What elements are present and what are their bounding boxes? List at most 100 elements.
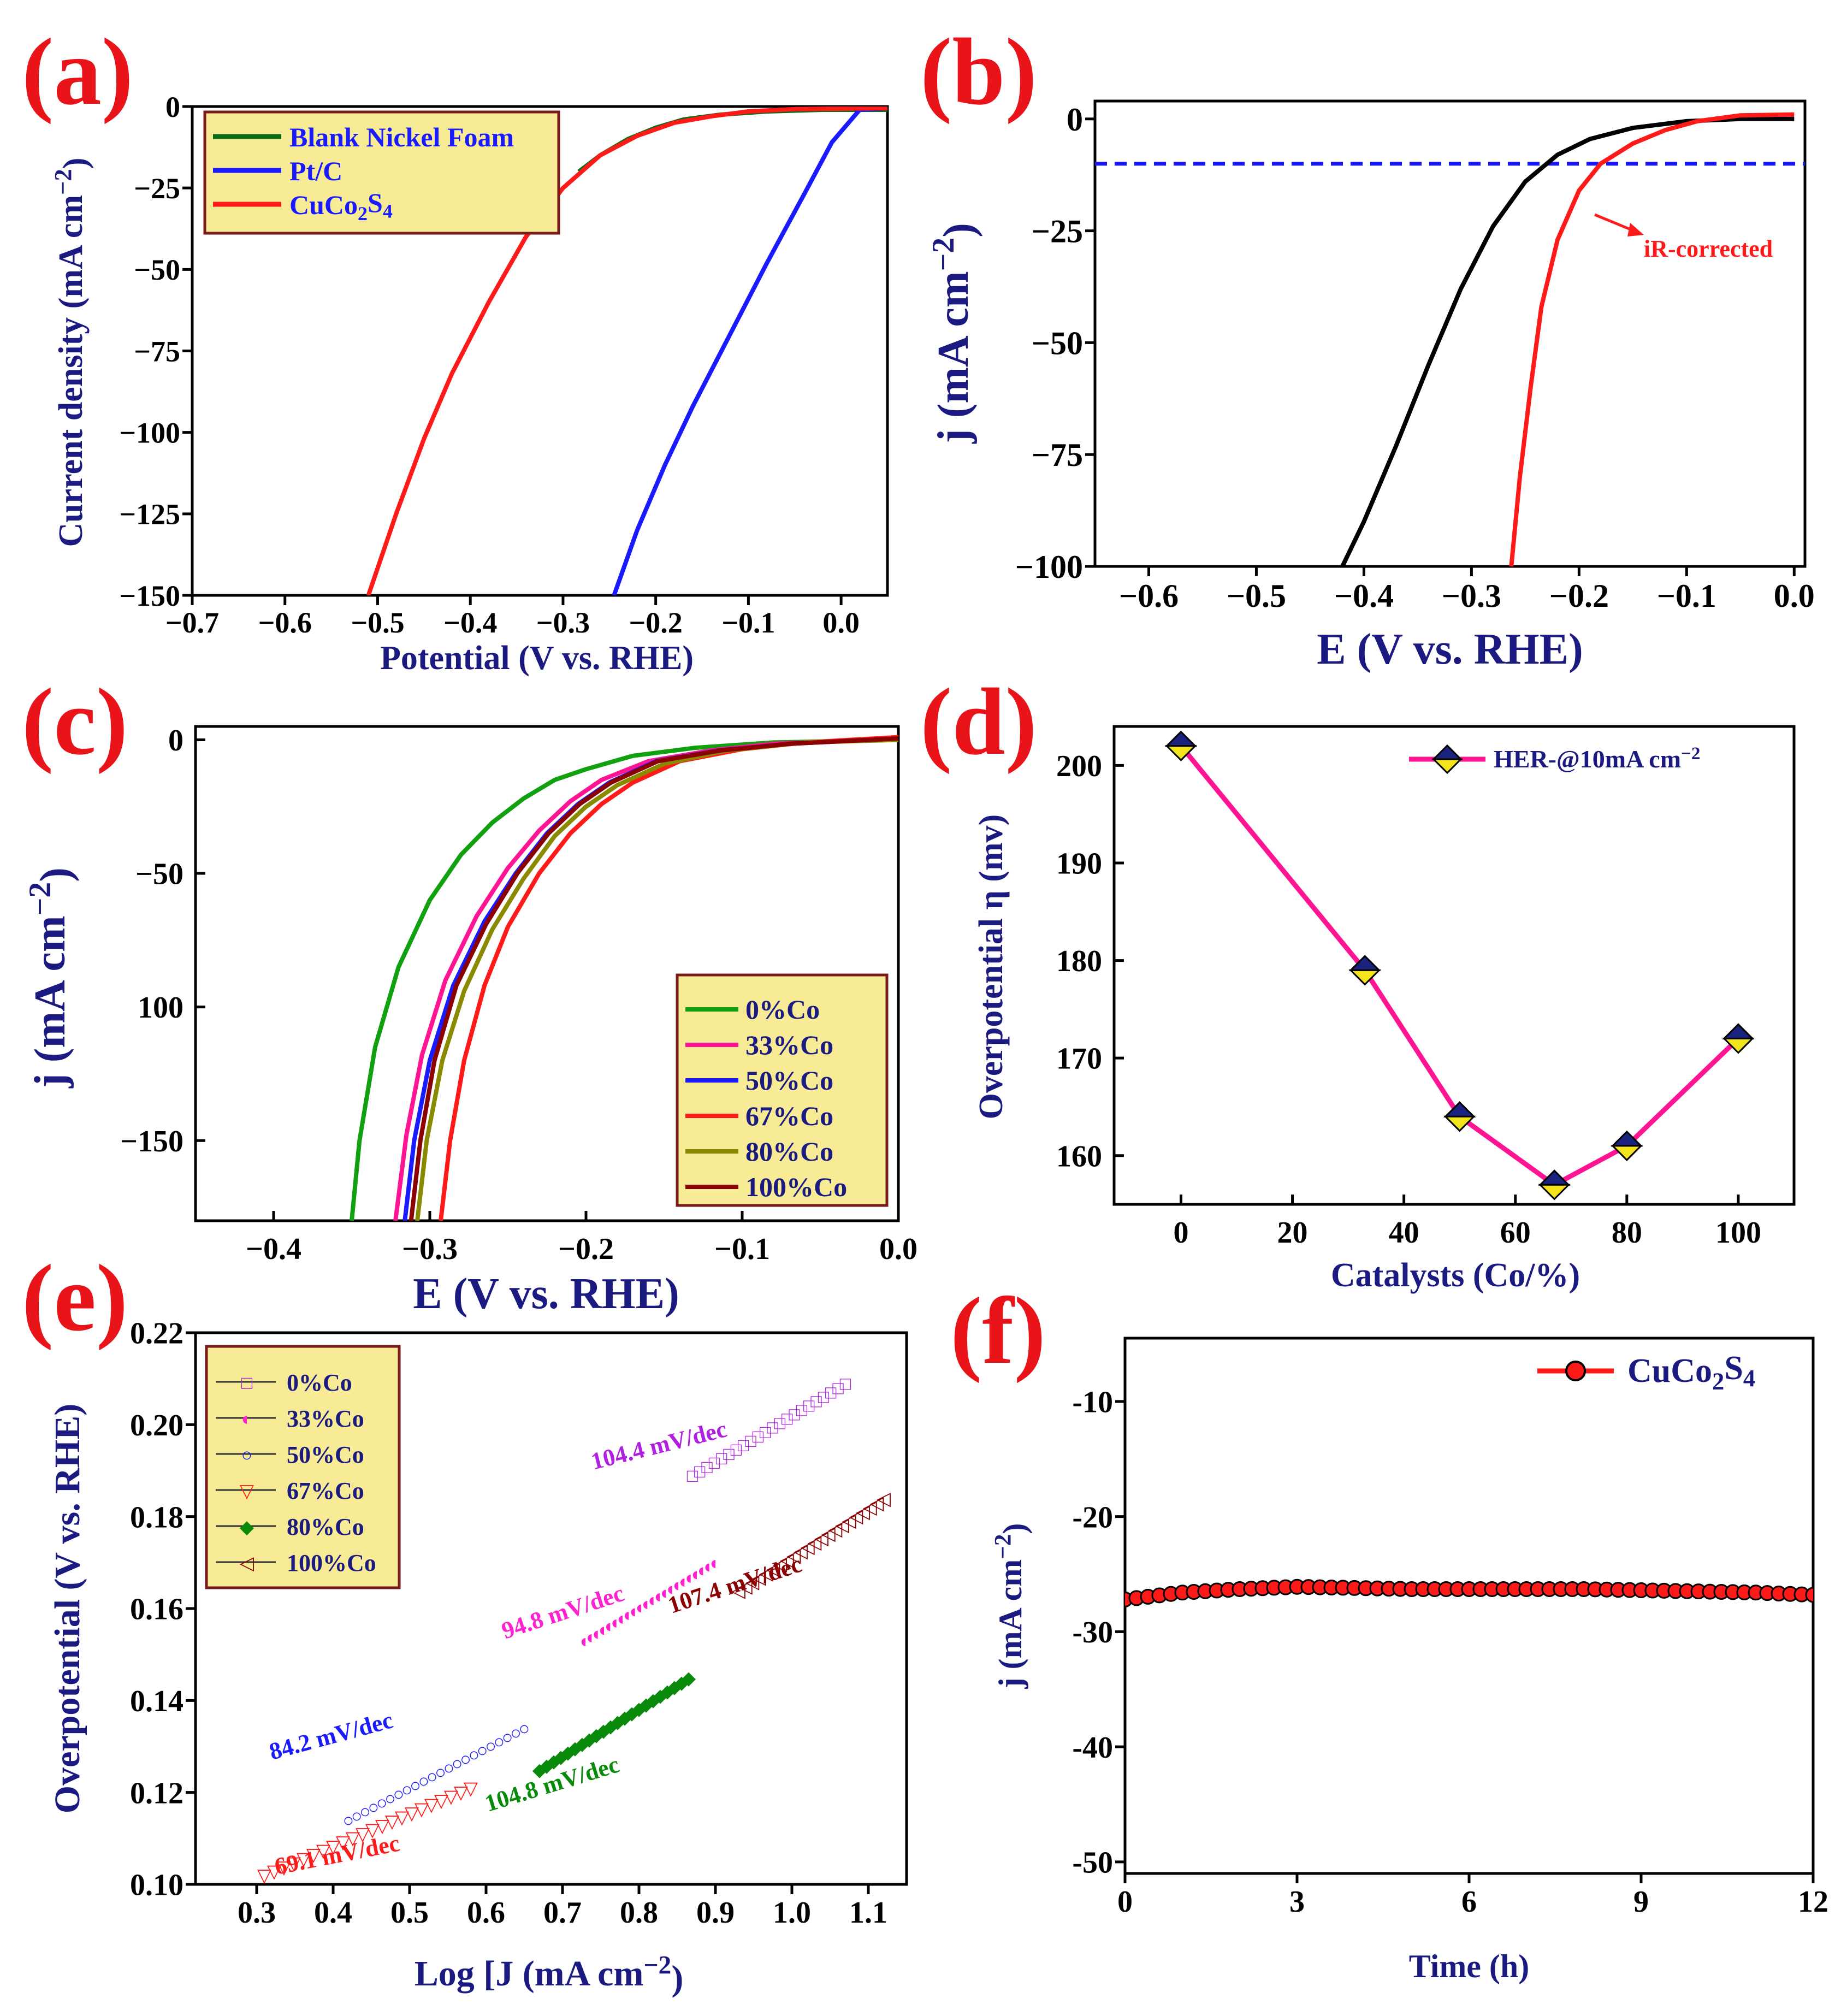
legend-label: 0%Co (287, 1369, 352, 1396)
tafel-point-100%Co: ◁ (814, 1528, 829, 1548)
tafel-point-67%Co: ▽ (395, 1808, 410, 1828)
y-axis-label-d: Overpotential η (mv) (973, 814, 1010, 1120)
tafel-point-33%Co: ◐ (685, 1568, 696, 1588)
tafel-point-33%Co: ◐ (703, 1557, 715, 1577)
tafel-point-100%Co: ◁ (849, 1506, 863, 1527)
y-tick-label: -40 (1072, 1731, 1113, 1765)
x-tick-label: −0.5 (351, 606, 404, 639)
x-tick-label: 0.7 (543, 1896, 582, 1930)
legend-label: 80%Co (745, 1136, 833, 1167)
x-axis-label-a: Potential (V vs. RHE) (380, 640, 694, 677)
tafel-point-67%Co: ▽ (454, 1783, 469, 1803)
tafel-point-33%Co: ◐ (673, 1576, 684, 1596)
tafel-point-80%Co: ◆ (596, 1721, 611, 1741)
tafel-point-0%Co: □ (803, 1396, 815, 1416)
y-tick-label: −150 (120, 1125, 183, 1158)
tafel-point-33%Co: ◐ (586, 1628, 597, 1648)
tafel-point-50%Co: ○ (418, 1771, 430, 1792)
y-tick-label: -20 (1072, 1500, 1113, 1534)
legend-label: CuCo2S4 (1627, 1350, 1755, 1395)
y-tick-label: 0.18 (130, 1500, 183, 1534)
x-tick-label: 0 (1117, 1885, 1133, 1919)
tafel-point-33%Co: ◐ (691, 1564, 703, 1585)
legend-label: 33%Co (287, 1405, 364, 1432)
x-tick-label: −0.2 (1549, 578, 1609, 614)
plot-area-e: □□□□□□□□□□□□□□□□□□□□□□◐◐◐◐◐◐◐◐◐◐◐◐◐◐◐◐◐◐… (257, 1374, 891, 1884)
panel-b: (b) −0.6 −0.5 −0.4 −0.3 −0.2 −0.1 0.0 0 −25 −50 −75… (920, 19, 1815, 673)
tafel-point-33%Co: ◐ (666, 1580, 678, 1600)
x-tick-label: −0.5 (1227, 578, 1286, 614)
tafel-point-100%Co: ◁ (835, 1515, 850, 1535)
tafel-point-100%Co: ◁ (807, 1533, 822, 1553)
legend-marker: ○ (241, 1445, 253, 1465)
tafel-point-0%Co: □ (753, 1427, 764, 1447)
x-tick-label: −0.3 (402, 1232, 458, 1266)
x-tick-label: 60 (1500, 1216, 1531, 1250)
tafel-point-67%Co: ▽ (316, 1841, 331, 1861)
tafel-point-50%Co: ○ (384, 1789, 396, 1809)
annotation-arrowhead (1627, 223, 1644, 237)
tafel-point-33%Co: ◐ (629, 1601, 641, 1622)
x-tick-label: −0.3 (536, 606, 590, 639)
x-tick-label: −0.4 (443, 606, 497, 639)
y-tick-label: −100 (119, 417, 180, 450)
legend-marker: □ (241, 1373, 253, 1393)
tafel-point-100%Co: ◁ (745, 1572, 760, 1592)
panel-d: (d) 0 20 40 60 80 100 160 170 180 190 200 Catalysts … (920, 669, 1796, 1294)
legend-label: 0%Co (745, 994, 820, 1025)
series-line-0%Co (350, 737, 898, 1221)
tafel-point-100%Co: ◁ (869, 1493, 884, 1514)
tafel-point-80%Co: ◆ (618, 1707, 632, 1728)
panel-c: (c) −0.4 −0.3 −0.2 −0.1 0.0 0 −50 100 −150 E (V vs… (22, 669, 917, 1318)
x-tick-label: −0.1 (721, 606, 775, 639)
tafel-point-100%Co: ◁ (842, 1511, 857, 1531)
tafel-point-50%Co: ○ (410, 1776, 421, 1796)
tafel-point-33%Co: ◐ (617, 1609, 629, 1629)
panel-f: (f) 0 3 6 9 12 -10 -20 -30 -40 -50 Time (h) j (mA cm… (950, 1278, 1828, 1984)
tafel-point-80%Co: ◆ (674, 1672, 689, 1693)
tafel-point-33%Co: ◐ (697, 1560, 709, 1581)
x-tick-label: −0.1 (1657, 578, 1716, 614)
data-marker-bottom (1611, 1145, 1643, 1161)
legend-marker: ◐ (241, 1409, 253, 1429)
tafel-point-100%Co: ◁ (738, 1576, 753, 1597)
plot-frame-b (1093, 99, 1807, 568)
legend-label: CuCo2S4 (289, 187, 393, 224)
series-line-HER-@10mA cm⁻² (1179, 744, 1741, 1187)
y-tick-label: 190 (1056, 847, 1102, 881)
panel-label-c: (c) (22, 669, 128, 775)
tafel-point-0%Co: □ (709, 1453, 720, 1473)
tafel-point-100%Co: ◁ (731, 1581, 746, 1601)
tafel-point-33%Co: ◐ (592, 1624, 603, 1644)
tafel-point-50%Co: ○ (376, 1793, 388, 1813)
legend-label: HER-@10mA cm−2 (1494, 743, 1700, 773)
data-marker-bottom (1538, 1184, 1571, 1201)
tafel-point-0%Co: □ (731, 1440, 742, 1460)
tafel-point-100%Co: ◁ (786, 1546, 801, 1566)
tafel-point-33%Co: ◐ (605, 1617, 616, 1637)
y-tick-label: 170 (1056, 1042, 1102, 1076)
y-tick-label: −50 (1032, 325, 1083, 361)
tafel-point-0%Co: □ (796, 1400, 808, 1421)
tafel-point-67%Co: ▽ (464, 1778, 478, 1799)
x-axis-label-b: E (V vs. RHE) (1317, 625, 1583, 673)
plot-area-f (1125, 1578, 1813, 1607)
tafel-point-0%Co: □ (716, 1449, 727, 1469)
data-marker-top (1722, 1023, 1755, 1039)
plot-area-d (1164, 730, 1755, 1201)
legend-label: 50%Co (287, 1441, 364, 1468)
x-tick-label: 0.0 (822, 606, 860, 639)
tafel-point-100%Co: ◁ (780, 1550, 795, 1570)
tafel-point-0%Co: □ (767, 1418, 778, 1438)
y-tick-label: 160 (1056, 1139, 1102, 1173)
data-marker-top (1164, 730, 1198, 747)
tafel-point-50%Co: ○ (393, 1784, 405, 1805)
y-tick-label: −50 (134, 253, 180, 286)
y-axis-label-a: Current density (mA cm−2) (49, 157, 94, 547)
data-marker-bottom (1348, 969, 1381, 986)
tafel-point-80%Co: ◆ (554, 1747, 569, 1767)
y-tick-label: -10 (1072, 1386, 1113, 1420)
tafel-point-80%Co: ◆ (611, 1712, 625, 1732)
tafel-point-50%Co: ○ (510, 1723, 522, 1743)
series-line-iR-corrected (1509, 112, 1795, 566)
